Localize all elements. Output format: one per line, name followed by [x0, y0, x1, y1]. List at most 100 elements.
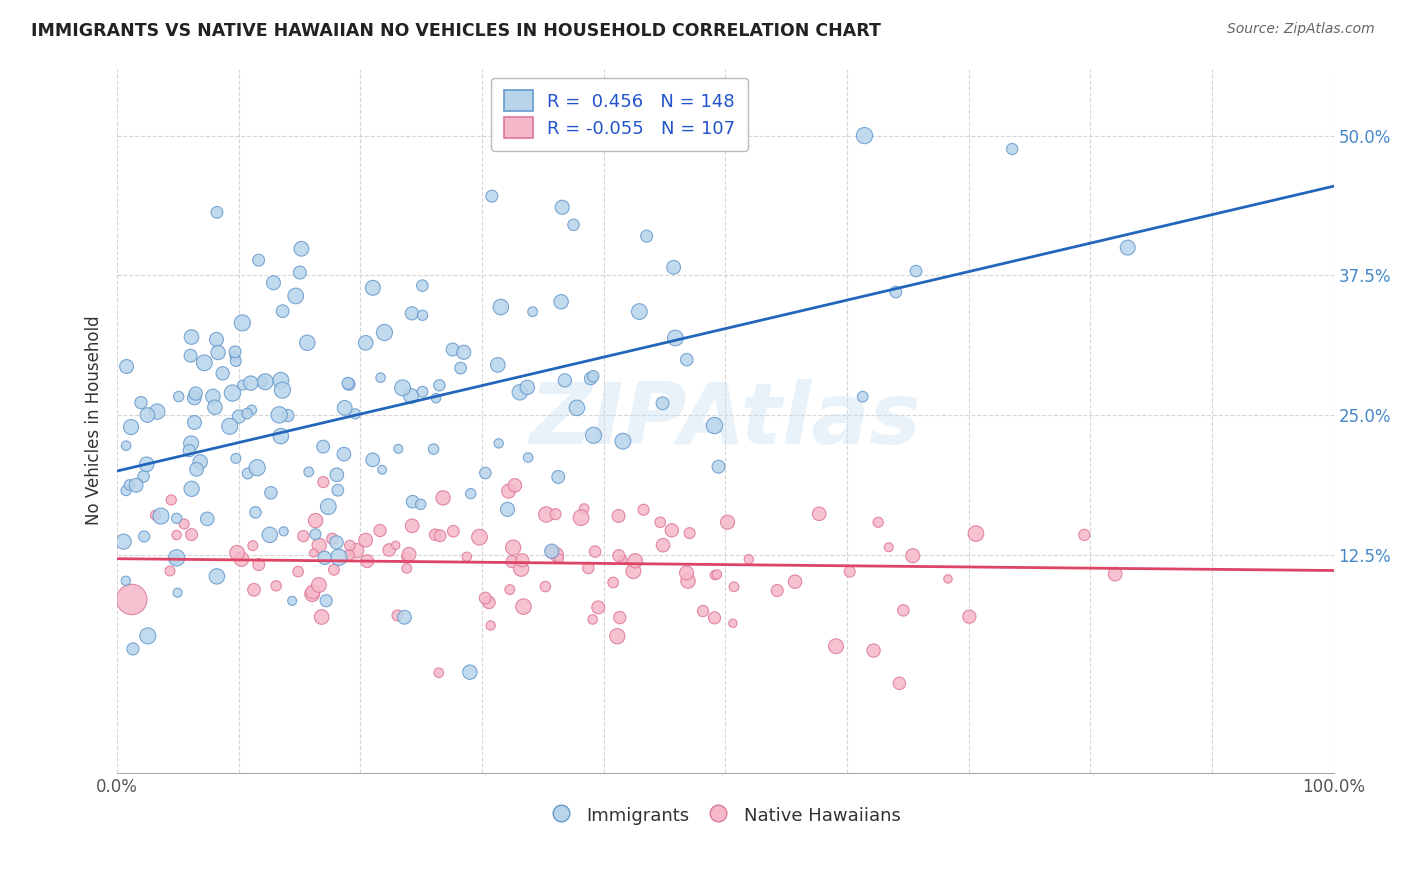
- Point: [606, 629, 628, 643]
- Point: [292, 529, 315, 543]
- Point: [239, 376, 262, 390]
- Point: [326, 467, 349, 482]
- Point: [838, 565, 860, 579]
- Point: [509, 385, 531, 400]
- Point: [312, 475, 335, 489]
- Point: [544, 507, 567, 521]
- Point: [547, 470, 569, 484]
- Point: [425, 391, 447, 405]
- Point: [411, 384, 433, 399]
- Point: [429, 378, 451, 392]
- Point: [628, 304, 651, 318]
- Point: [304, 527, 326, 541]
- Point: [562, 218, 585, 232]
- Point: [259, 528, 281, 542]
- Point: [132, 469, 155, 483]
- Point: [205, 333, 228, 347]
- Point: [738, 552, 761, 566]
- Point: [652, 538, 675, 552]
- Point: [225, 354, 247, 368]
- Point: [298, 465, 321, 479]
- Point: [1001, 142, 1024, 156]
- Point: [224, 344, 246, 359]
- Point: [354, 533, 377, 548]
- Point: [304, 514, 326, 528]
- Point: [488, 436, 510, 450]
- Point: [662, 260, 685, 275]
- Point: [308, 578, 330, 592]
- Point: [706, 567, 728, 582]
- Point: [186, 462, 208, 476]
- Point: [766, 583, 789, 598]
- Point: [245, 505, 267, 519]
- Point: [356, 554, 378, 568]
- Point: [225, 451, 247, 466]
- Point: [675, 352, 697, 367]
- Point: [315, 593, 337, 607]
- Point: [114, 574, 136, 588]
- Point: [122, 642, 145, 657]
- Point: [401, 494, 423, 508]
- Point: [429, 529, 451, 543]
- Point: [115, 483, 138, 498]
- Point: [134, 529, 156, 543]
- Point: [540, 544, 562, 558]
- Point: [277, 409, 299, 423]
- Point: [862, 643, 884, 657]
- Point: [236, 407, 259, 421]
- Point: [432, 491, 454, 505]
- Point: [676, 574, 699, 588]
- Point: [478, 595, 501, 609]
- Point: [159, 564, 181, 578]
- Point: [246, 460, 269, 475]
- Point: [321, 532, 343, 546]
- Point: [401, 306, 423, 320]
- Point: [281, 594, 304, 608]
- Point: [423, 527, 446, 541]
- Point: [129, 395, 152, 409]
- Point: [536, 508, 558, 522]
- Point: [499, 582, 522, 597]
- Point: [703, 568, 725, 582]
- Point: [401, 518, 423, 533]
- Point: [904, 264, 927, 278]
- Point: [243, 582, 266, 597]
- Point: [512, 599, 534, 614]
- Point: [602, 575, 624, 590]
- Point: [394, 610, 416, 624]
- Point: [456, 549, 478, 564]
- Point: [288, 266, 311, 280]
- Point: [441, 524, 464, 539]
- Point: [479, 618, 502, 632]
- Point: [936, 572, 959, 586]
- Point: [808, 507, 831, 521]
- Point: [384, 538, 406, 552]
- Point: [166, 528, 188, 542]
- Point: [193, 356, 215, 370]
- Point: [486, 358, 509, 372]
- Point: [582, 428, 605, 442]
- Point: [297, 335, 319, 350]
- Point: [458, 665, 481, 680]
- Point: [474, 466, 496, 480]
- Point: [510, 562, 533, 576]
- Point: [468, 530, 491, 544]
- Point: [1104, 567, 1126, 582]
- Point: [516, 380, 538, 394]
- Point: [312, 440, 335, 454]
- Point: [565, 401, 588, 415]
- Point: [201, 389, 224, 403]
- Point: [226, 546, 249, 560]
- Point: [884, 285, 907, 299]
- Point: [188, 455, 211, 469]
- Point: [254, 375, 277, 389]
- Point: [678, 526, 700, 541]
- Point: [240, 403, 263, 417]
- Point: [302, 546, 325, 560]
- Point: [361, 281, 384, 295]
- Point: [231, 552, 253, 566]
- Point: [453, 345, 475, 359]
- Legend: Immigrants, Native Hawaiians: Immigrants, Native Hawaiians: [541, 797, 910, 834]
- Point: [370, 370, 392, 384]
- Point: [271, 304, 294, 318]
